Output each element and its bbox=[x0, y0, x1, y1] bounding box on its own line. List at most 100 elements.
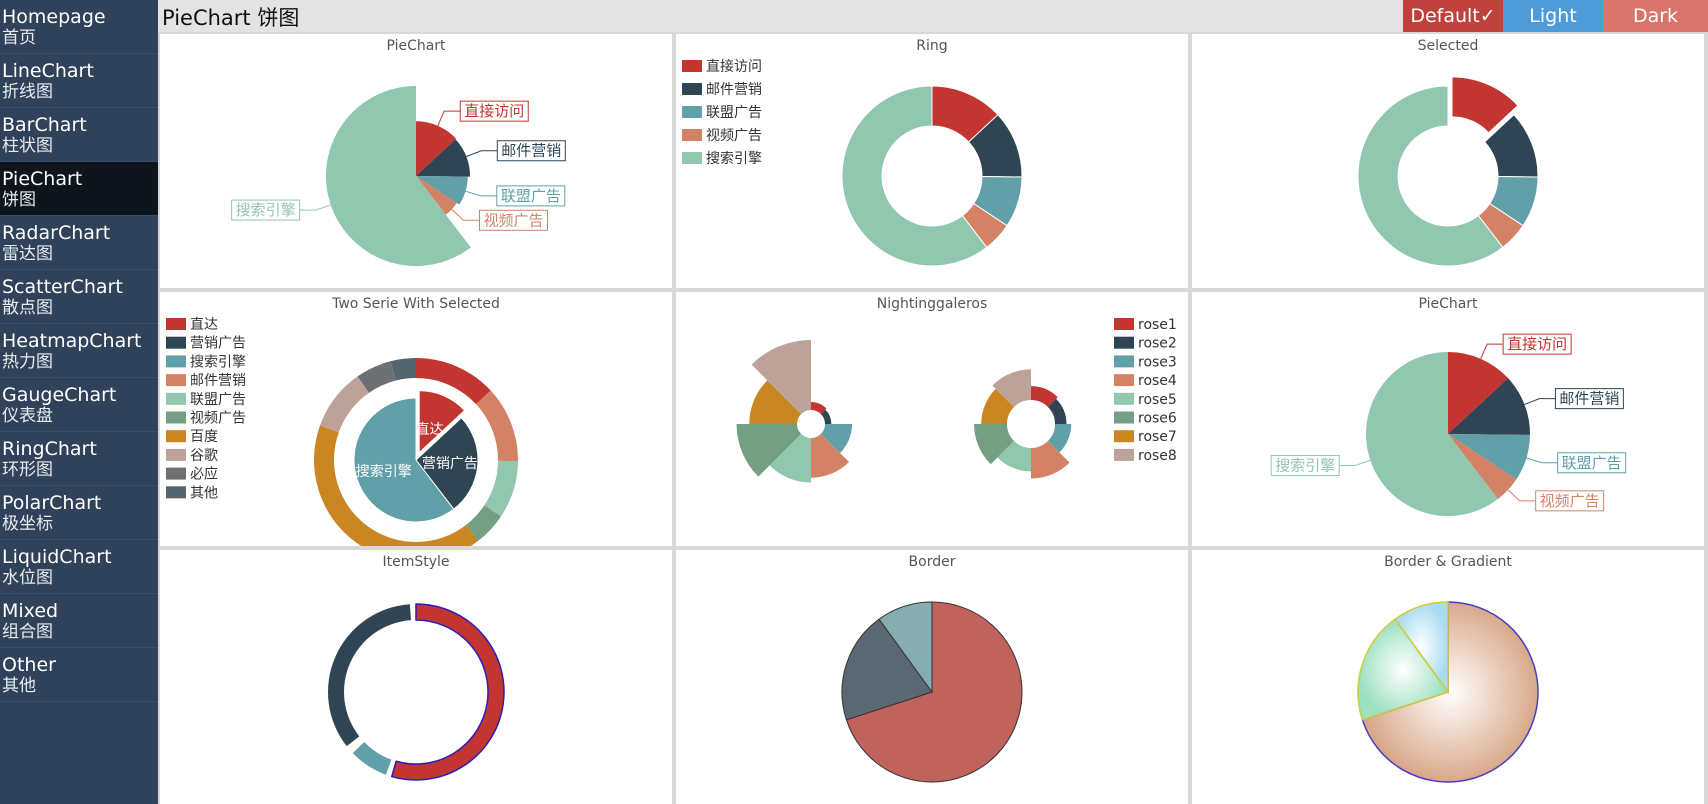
legend-swatch[interactable] bbox=[1114, 411, 1134, 424]
gradient-pie-slice[interactable] bbox=[1357, 618, 1450, 721]
legend-label[interactable]: 联盟广告 bbox=[190, 392, 246, 408]
legend-label[interactable]: rose4 bbox=[1138, 373, 1177, 389]
sidebar-item-gaugechart[interactable]: GaugeChart 仪表盘 bbox=[0, 378, 158, 432]
legend-label[interactable]: 直接访问 bbox=[706, 58, 762, 75]
rose-slice[interactable] bbox=[811, 433, 850, 478]
gradient-pie-slice[interactable] bbox=[1361, 601, 1539, 783]
legend-label[interactable]: rose7 bbox=[1138, 429, 1177, 445]
legend-label[interactable]: 直达 bbox=[190, 316, 218, 333]
pie-slice[interactable] bbox=[1448, 352, 1509, 434]
legend-swatch[interactable] bbox=[1114, 392, 1134, 405]
legend-swatch[interactable] bbox=[166, 318, 186, 330]
outer-ring-slice[interactable] bbox=[484, 460, 518, 517]
outer-ring-slice[interactable] bbox=[390, 358, 416, 381]
sidebar-item-ringchart[interactable]: RingChart 环形图 bbox=[0, 432, 158, 486]
outer-ring-slice[interactable] bbox=[357, 361, 396, 393]
styled-ring-slice[interactable] bbox=[390, 603, 505, 781]
pie-slice[interactable] bbox=[1366, 352, 1498, 516]
rose-slice[interactable] bbox=[736, 424, 802, 477]
legend-label[interactable]: rose6 bbox=[1138, 411, 1177, 427]
bordered-pie-slice[interactable] bbox=[841, 618, 933, 721]
legend-label[interactable]: 邮件营销 bbox=[190, 373, 246, 389]
sidebar-item-mixed[interactable]: Mixed 组合图 bbox=[0, 594, 158, 648]
rose-slice[interactable] bbox=[811, 402, 827, 415]
legend-swatch[interactable] bbox=[682, 129, 702, 141]
legend-swatch[interactable] bbox=[166, 355, 186, 368]
sidebar-item-barchart[interactable]: BarChart 柱状图 bbox=[0, 108, 158, 162]
legend-swatch[interactable] bbox=[166, 336, 186, 349]
sidebar-item-scatterchart[interactable]: ScatterChart 散点图 bbox=[0, 270, 158, 324]
ring-slice[interactable] bbox=[1451, 76, 1519, 134]
sidebar-item-linechart[interactable]: LineChart 折线图 bbox=[0, 54, 158, 108]
legend-swatch[interactable] bbox=[1114, 318, 1134, 330]
rose-slice[interactable] bbox=[1031, 440, 1070, 479]
legend-label[interactable]: rose5 bbox=[1138, 392, 1177, 408]
pie-slice[interactable] bbox=[1448, 434, 1517, 500]
legend-label[interactable]: 邮件营销 bbox=[706, 82, 762, 98]
legend-label[interactable]: 视频广告 bbox=[706, 128, 762, 144]
ring-slice[interactable] bbox=[1357, 85, 1504, 267]
rose-slice[interactable] bbox=[1047, 398, 1067, 424]
pie-slice[interactable] bbox=[326, 86, 471, 266]
legend-swatch[interactable] bbox=[166, 374, 186, 387]
sidebar-item-liquidchart[interactable]: LiquidChart 水位图 bbox=[0, 540, 158, 594]
pie-slice[interactable] bbox=[416, 121, 457, 176]
legend-swatch[interactable] bbox=[1114, 374, 1134, 387]
rose-slice[interactable] bbox=[769, 433, 811, 483]
pie-slice[interactable] bbox=[1448, 378, 1530, 435]
sidebar-item-other[interactable]: Other 其他 bbox=[0, 648, 158, 702]
rose-slice[interactable] bbox=[820, 424, 853, 454]
rose-slice[interactable] bbox=[997, 440, 1031, 472]
legend-swatch[interactable] bbox=[1114, 336, 1134, 349]
outer-ring-slice[interactable] bbox=[465, 505, 502, 541]
sidebar-item-heatmapchart[interactable]: HeatmapChart 热力图 bbox=[0, 324, 158, 378]
inner-pie-slice[interactable] bbox=[353, 397, 455, 523]
legend-swatch[interactable] bbox=[166, 411, 186, 424]
rose-slice[interactable] bbox=[1031, 386, 1058, 408]
theme-dark-button[interactable]: Dark bbox=[1603, 0, 1708, 32]
legend-label[interactable]: 搜索引擎 bbox=[706, 150, 762, 167]
legend-label[interactable]: 其他 bbox=[190, 485, 218, 501]
styled-ring-slice[interactable] bbox=[352, 742, 392, 775]
inner-pie-slice[interactable] bbox=[418, 390, 466, 454]
legend-label[interactable]: 谷歌 bbox=[190, 448, 218, 464]
rose-slice[interactable] bbox=[981, 388, 1015, 424]
rose-slice[interactable] bbox=[992, 369, 1031, 408]
legend-swatch[interactable] bbox=[682, 60, 702, 72]
rose-slice[interactable] bbox=[1047, 424, 1072, 453]
legend-label[interactable]: 百度 bbox=[190, 429, 218, 445]
legend-label[interactable]: 必应 bbox=[190, 466, 218, 483]
inner-pie-slice[interactable] bbox=[415, 417, 479, 510]
legend-swatch[interactable] bbox=[682, 152, 702, 164]
ring-slice[interactable] bbox=[841, 85, 988, 267]
legend-label[interactable]: 联盟广告 bbox=[706, 105, 762, 121]
legend-label[interactable]: rose1 bbox=[1138, 317, 1177, 333]
outer-ring-slice[interactable] bbox=[476, 390, 518, 462]
legend-swatch[interactable] bbox=[166, 430, 186, 443]
legend-swatch[interactable] bbox=[682, 106, 702, 118]
pie-slice[interactable] bbox=[416, 139, 471, 177]
outer-ring-slice[interactable] bbox=[314, 425, 479, 546]
sidebar-item-homepage[interactable]: Homepage 首页 bbox=[0, 0, 158, 54]
theme-default-button[interactable]: Default✓ bbox=[1403, 0, 1503, 32]
bordered-pie-slice[interactable] bbox=[878, 601, 933, 694]
pie-slice[interactable] bbox=[416, 176, 468, 205]
legend-label[interactable]: 营销广告 bbox=[190, 336, 246, 352]
sidebar-item-radarchart[interactable]: RadarChart 雷达图 bbox=[0, 216, 158, 270]
gradient-pie-slice[interactable] bbox=[1394, 601, 1449, 695]
legend-swatch[interactable] bbox=[682, 83, 702, 95]
legend-label[interactable]: rose8 bbox=[1138, 448, 1177, 464]
legend-swatch[interactable] bbox=[1114, 448, 1134, 461]
pie-slice[interactable] bbox=[416, 176, 457, 215]
legend-label[interactable]: rose3 bbox=[1138, 354, 1177, 370]
outer-ring-slice[interactable] bbox=[416, 358, 491, 405]
legend-swatch[interactable] bbox=[166, 392, 186, 405]
legend-swatch[interactable] bbox=[1114, 355, 1134, 368]
sidebar-item-polarchart[interactable]: PolarChart 极坐标 bbox=[0, 486, 158, 540]
legend-swatch[interactable] bbox=[166, 448, 186, 461]
rose-slice[interactable] bbox=[974, 424, 1015, 465]
legend-swatch[interactable] bbox=[166, 467, 186, 480]
theme-light-button[interactable]: Light bbox=[1503, 0, 1603, 32]
legend-label[interactable]: 搜索引擎 bbox=[190, 353, 246, 370]
legend-swatch[interactable] bbox=[166, 486, 186, 499]
